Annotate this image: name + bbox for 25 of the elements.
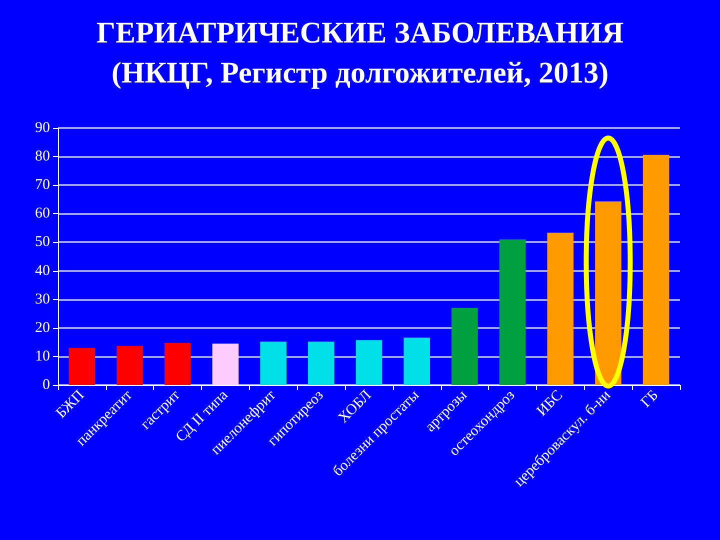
bar [499, 239, 526, 385]
chart-title: ГЕРИАТРИЧЕСКИЕ ЗАБОЛЕВАНИЯ (НКЦГ, Регистр долгожителей, 2013) [96, 16, 624, 90]
x-tick-label: ГБ [638, 387, 662, 411]
y-tick-label: 60 [35, 206, 50, 222]
bar [356, 340, 382, 385]
bar [452, 308, 478, 385]
bar [260, 342, 286, 385]
bar [595, 201, 622, 385]
y-tick-label: 30 [35, 291, 50, 308]
y-tick-label: 10 [35, 348, 50, 364]
bar [642, 154, 670, 385]
y-tick-label: 40 [35, 262, 50, 279]
y-tick-label: 70 [35, 177, 50, 194]
bar [308, 342, 334, 385]
bar [404, 338, 430, 385]
y-tick-label: 90 [35, 120, 50, 136]
y-tick-label: 0 [42, 377, 50, 393]
bar [164, 343, 191, 385]
bar [116, 346, 143, 385]
bar [212, 344, 239, 385]
y-tick-label: 50 [35, 234, 50, 250]
y-tick-label: 80 [35, 148, 50, 165]
y-tick-label: 20 [35, 320, 50, 336]
bar [68, 348, 96, 385]
bar [547, 232, 574, 385]
